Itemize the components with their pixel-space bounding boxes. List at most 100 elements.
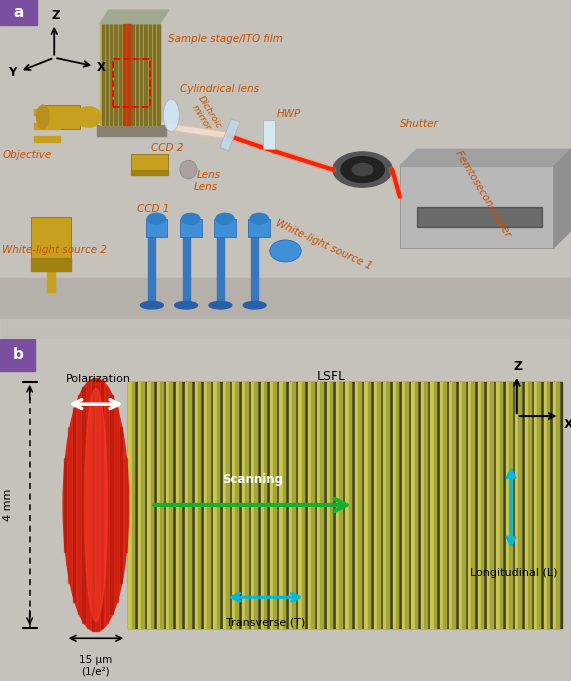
Bar xyxy=(263,121,275,149)
Bar xyxy=(138,382,144,628)
Bar xyxy=(273,382,276,628)
Bar xyxy=(207,382,210,628)
Bar xyxy=(431,382,436,628)
Bar xyxy=(101,381,103,629)
Bar xyxy=(440,382,445,628)
Bar xyxy=(141,382,144,628)
Bar xyxy=(377,382,380,628)
Bar xyxy=(34,136,60,142)
Text: Z: Z xyxy=(51,9,60,22)
Bar xyxy=(170,382,172,628)
Bar xyxy=(459,382,465,628)
Text: Sample stage/ITO film: Sample stage/ITO film xyxy=(168,35,283,44)
Bar xyxy=(124,458,127,552)
Text: Objective: Objective xyxy=(3,150,52,160)
Bar xyxy=(462,382,465,628)
Bar xyxy=(433,382,436,628)
Bar xyxy=(144,24,147,125)
Bar xyxy=(311,382,313,628)
Bar xyxy=(374,382,380,628)
Bar xyxy=(217,231,224,305)
Bar xyxy=(500,382,502,628)
Bar xyxy=(396,382,399,628)
Bar xyxy=(110,396,113,614)
Bar xyxy=(216,382,219,628)
Ellipse shape xyxy=(243,302,266,309)
Bar xyxy=(415,382,417,628)
Bar xyxy=(556,382,559,628)
Bar xyxy=(47,271,55,291)
Text: CCD 1: CCD 1 xyxy=(137,204,170,214)
Bar xyxy=(405,382,408,628)
Bar xyxy=(34,109,60,115)
Text: Lens: Lens xyxy=(194,182,218,192)
Text: Y: Y xyxy=(9,66,17,79)
Bar xyxy=(115,408,118,602)
Bar xyxy=(421,382,427,628)
Bar xyxy=(157,24,159,125)
Bar xyxy=(547,382,549,628)
Bar xyxy=(254,382,257,628)
Bar xyxy=(412,382,417,628)
Bar xyxy=(327,382,332,628)
Bar xyxy=(87,381,90,629)
Bar xyxy=(106,24,108,125)
Text: X: X xyxy=(97,61,106,74)
Bar xyxy=(147,382,153,628)
Bar xyxy=(289,382,295,628)
Bar xyxy=(481,382,484,628)
Bar xyxy=(214,219,236,238)
Bar xyxy=(176,382,182,628)
Bar xyxy=(120,427,122,583)
Bar xyxy=(31,257,71,271)
Bar xyxy=(127,24,130,125)
Bar xyxy=(528,382,530,628)
Text: Scanning: Scanning xyxy=(222,473,283,486)
Bar xyxy=(110,24,112,125)
Ellipse shape xyxy=(175,302,198,309)
Text: White-light source 2: White-light source 2 xyxy=(2,244,107,255)
Bar xyxy=(364,382,370,628)
Ellipse shape xyxy=(209,302,232,309)
Bar xyxy=(235,382,238,628)
Bar xyxy=(148,231,155,305)
Bar xyxy=(69,427,71,583)
Text: b: b xyxy=(12,347,23,362)
Text: X: X xyxy=(564,418,571,431)
Polygon shape xyxy=(100,10,168,24)
Ellipse shape xyxy=(85,389,107,621)
Bar xyxy=(471,382,474,628)
Bar xyxy=(400,166,554,248)
Bar xyxy=(534,382,540,628)
Bar xyxy=(102,24,104,125)
Bar xyxy=(251,231,258,305)
Bar xyxy=(443,382,445,628)
Bar xyxy=(496,382,502,628)
Bar xyxy=(148,24,151,125)
Ellipse shape xyxy=(37,105,49,129)
Bar xyxy=(330,382,332,628)
Text: 4 mm: 4 mm xyxy=(3,489,13,521)
Bar xyxy=(251,382,257,628)
Bar xyxy=(317,382,323,628)
Bar xyxy=(183,231,190,305)
Bar xyxy=(160,382,163,628)
Ellipse shape xyxy=(250,213,268,224)
Polygon shape xyxy=(554,149,571,248)
Text: Z: Z xyxy=(514,360,523,373)
Bar xyxy=(468,382,474,628)
Ellipse shape xyxy=(182,213,200,224)
Bar xyxy=(123,24,131,125)
Bar xyxy=(270,382,276,628)
Bar xyxy=(223,382,228,628)
Bar xyxy=(477,382,484,628)
Bar xyxy=(368,382,370,628)
Bar xyxy=(153,24,155,125)
Bar xyxy=(92,379,94,631)
Bar xyxy=(97,125,166,136)
Text: Lens: Lens xyxy=(197,170,221,180)
Bar xyxy=(264,382,267,628)
Bar xyxy=(509,382,512,628)
Text: White-light source 1: White-light source 1 xyxy=(274,218,373,272)
Bar xyxy=(128,382,134,628)
